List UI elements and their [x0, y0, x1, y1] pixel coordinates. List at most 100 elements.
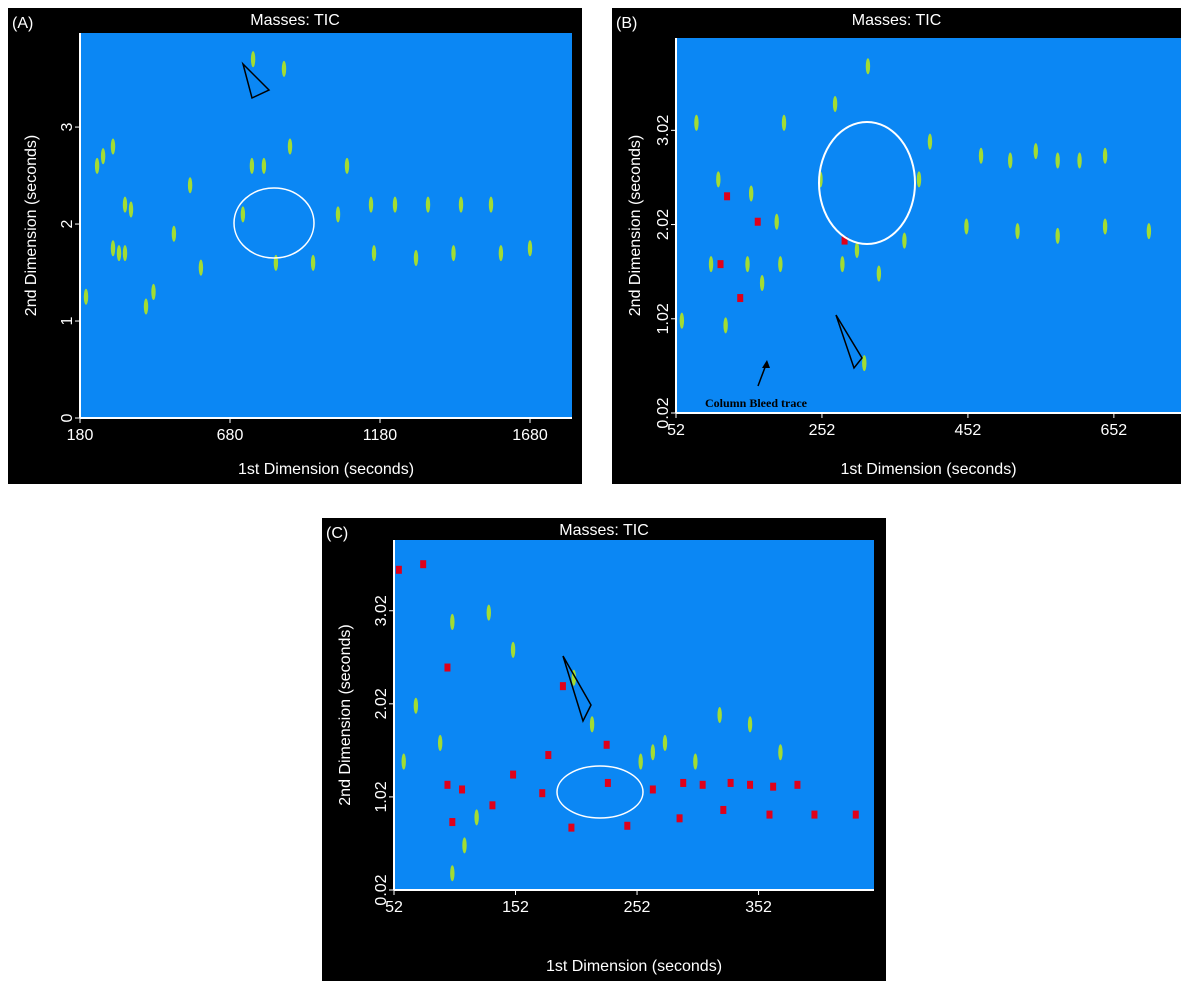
peak [273, 254, 279, 271]
peak [676, 814, 683, 823]
highlight-ellipse [556, 765, 644, 819]
peak [1102, 147, 1108, 164]
peak [781, 114, 787, 131]
x-axis-label: 1st Dimension (seconds) [546, 958, 722, 975]
x-tick-label: 652 [1101, 422, 1128, 439]
peak [1146, 223, 1152, 240]
peak [1055, 152, 1060, 169]
peak [766, 810, 773, 819]
arrow-head [762, 360, 770, 368]
peak [128, 201, 134, 218]
panel-label: (A) [12, 15, 33, 32]
peak [539, 789, 546, 798]
peak [368, 196, 374, 213]
peak [754, 217, 761, 226]
peak [737, 294, 744, 303]
y-tick-label: 0.02 [373, 874, 390, 905]
x-tick-label: 52 [667, 422, 685, 439]
triangle-marker [562, 655, 592, 724]
peak [1008, 152, 1013, 169]
peak [841, 236, 848, 245]
peak [650, 744, 656, 761]
x-tick-label: 252 [809, 422, 836, 439]
peak [840, 256, 845, 273]
peak [724, 192, 731, 201]
peak [727, 778, 734, 787]
y-tick-label: 3.02 [373, 595, 390, 626]
peak [371, 245, 377, 262]
chart-title: Masses: TIC [250, 12, 340, 29]
peak [498, 245, 504, 262]
peak [545, 751, 552, 760]
peak [662, 734, 668, 751]
peak [638, 753, 643, 770]
peak [151, 283, 156, 300]
peak [420, 560, 427, 569]
peak [413, 249, 419, 266]
peak [624, 821, 631, 830]
y-axis-label: 2nd Dimension (seconds) [337, 624, 354, 805]
peak [122, 245, 128, 262]
peak [449, 818, 456, 827]
peak [444, 663, 451, 672]
y-tick-label: 1 [59, 316, 76, 325]
panel-label: (B) [616, 15, 637, 32]
peak [451, 245, 456, 262]
triangle-marker [241, 61, 271, 100]
peak [250, 51, 256, 68]
peak [774, 213, 779, 230]
peak [832, 95, 838, 112]
peak [94, 157, 100, 174]
peak [100, 148, 106, 165]
y-tick-label: 3 [59, 123, 76, 132]
peak [778, 744, 783, 761]
peak [679, 312, 685, 329]
peak [425, 196, 431, 213]
peak [852, 810, 859, 819]
peak [510, 770, 517, 779]
peak [1055, 227, 1060, 244]
x-axis-label: 1st Dimension (seconds) [238, 461, 414, 478]
peak [444, 780, 451, 789]
x-tick-label: 52 [385, 899, 403, 916]
peak [794, 780, 801, 789]
peak [116, 245, 122, 262]
peak [310, 254, 316, 271]
peak [510, 641, 516, 658]
peak [450, 865, 455, 882]
peak [474, 809, 479, 826]
peak [335, 206, 341, 223]
peak [778, 256, 783, 273]
highlight-ellipse [233, 187, 315, 259]
peak [110, 138, 116, 155]
peak [187, 177, 193, 194]
peak [720, 805, 727, 814]
peak [748, 185, 754, 202]
y-tick-label: 0.02 [655, 397, 672, 428]
peak [489, 801, 496, 810]
peak [649, 785, 656, 794]
peak [747, 716, 753, 733]
peak [717, 707, 722, 723]
peak [143, 298, 149, 315]
peak [261, 157, 267, 174]
peak [978, 147, 984, 164]
y-tick-label: 1.02 [655, 303, 672, 334]
peak [723, 317, 728, 334]
y-tick-label: 0 [59, 413, 76, 422]
peak [110, 240, 116, 257]
annotation: Column Bleed trace [705, 396, 808, 410]
peak [458, 196, 464, 213]
peak [876, 265, 882, 282]
y-tick-label: 2 [59, 219, 76, 228]
plot-area [80, 33, 572, 418]
chart-title: Masses: TIC [559, 522, 649, 539]
panel-label: (C) [326, 525, 348, 542]
peak [693, 753, 698, 770]
peak [865, 58, 871, 75]
highlight-ellipse [818, 121, 916, 245]
y-axis-label: 2nd Dimension (seconds) [627, 135, 644, 316]
peak [916, 171, 922, 188]
x-tick-label: 1680 [512, 427, 548, 444]
